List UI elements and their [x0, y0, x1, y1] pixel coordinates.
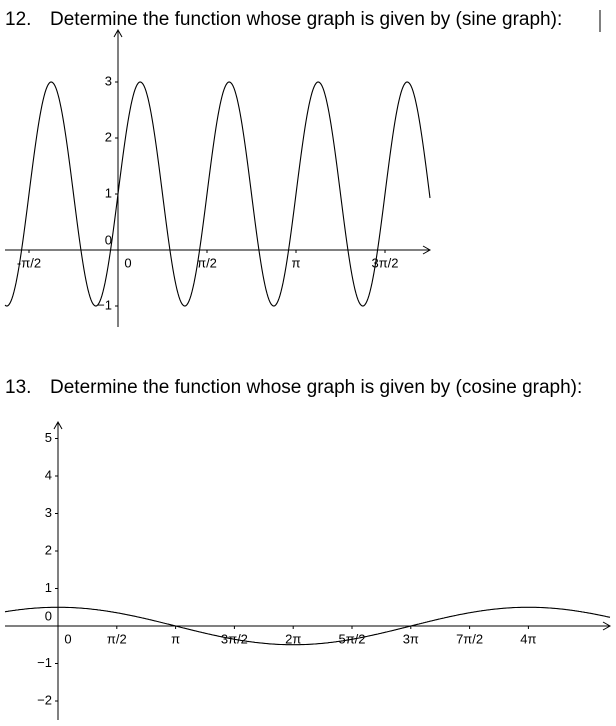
y-tick-label: 3	[45, 505, 52, 520]
y-tick-label: 5	[45, 430, 52, 445]
y-axis-arrow	[53, 420, 63, 430]
question-number: 12.	[5, 9, 31, 30]
y-tick-label: 2	[45, 542, 52, 557]
y-tick-label: 1	[45, 580, 52, 595]
y-tick-label: 2	[105, 129, 112, 144]
function-curve	[4, 81, 431, 307]
x-tick-label: π/2	[107, 631, 127, 646]
x-tick-label: π	[292, 255, 301, 270]
y-axis-arrow	[113, 28, 123, 38]
question-number: 13.	[5, 377, 31, 398]
y-tick-label: 4	[45, 467, 52, 482]
x-tick-label: 3π	[403, 631, 419, 646]
x-axis-arrow	[422, 245, 432, 255]
x-tick-label: π	[171, 631, 180, 646]
y-tick-label: 3	[105, 73, 112, 88]
question-text: Determine the function whose graph is gi…	[50, 377, 582, 398]
y-tick-label: 1	[105, 185, 112, 200]
y-tick-label: −1	[37, 655, 52, 670]
function-curve	[4, 606, 611, 646]
x-tick-label: 3π/2	[371, 255, 398, 270]
y-tick-label: −1	[97, 297, 112, 312]
y-tick-label: 0	[105, 232, 112, 247]
x-tick-label: 0	[64, 631, 71, 646]
y-tick-label: −2	[37, 692, 52, 707]
x-tick-label: 0	[124, 255, 131, 270]
x-tick-label: 4π	[520, 631, 536, 646]
y-tick-label: 0	[45, 608, 52, 623]
x-axis-arrow	[602, 621, 612, 631]
x-tick-label: -π/2	[17, 255, 41, 270]
x-tick-label: π/2	[197, 255, 217, 270]
x-tick-label: 7π/2	[456, 631, 483, 646]
x-tick-label: 2π	[285, 631, 301, 646]
question-text: Determine the function whose graph is gi…	[50, 9, 562, 30]
